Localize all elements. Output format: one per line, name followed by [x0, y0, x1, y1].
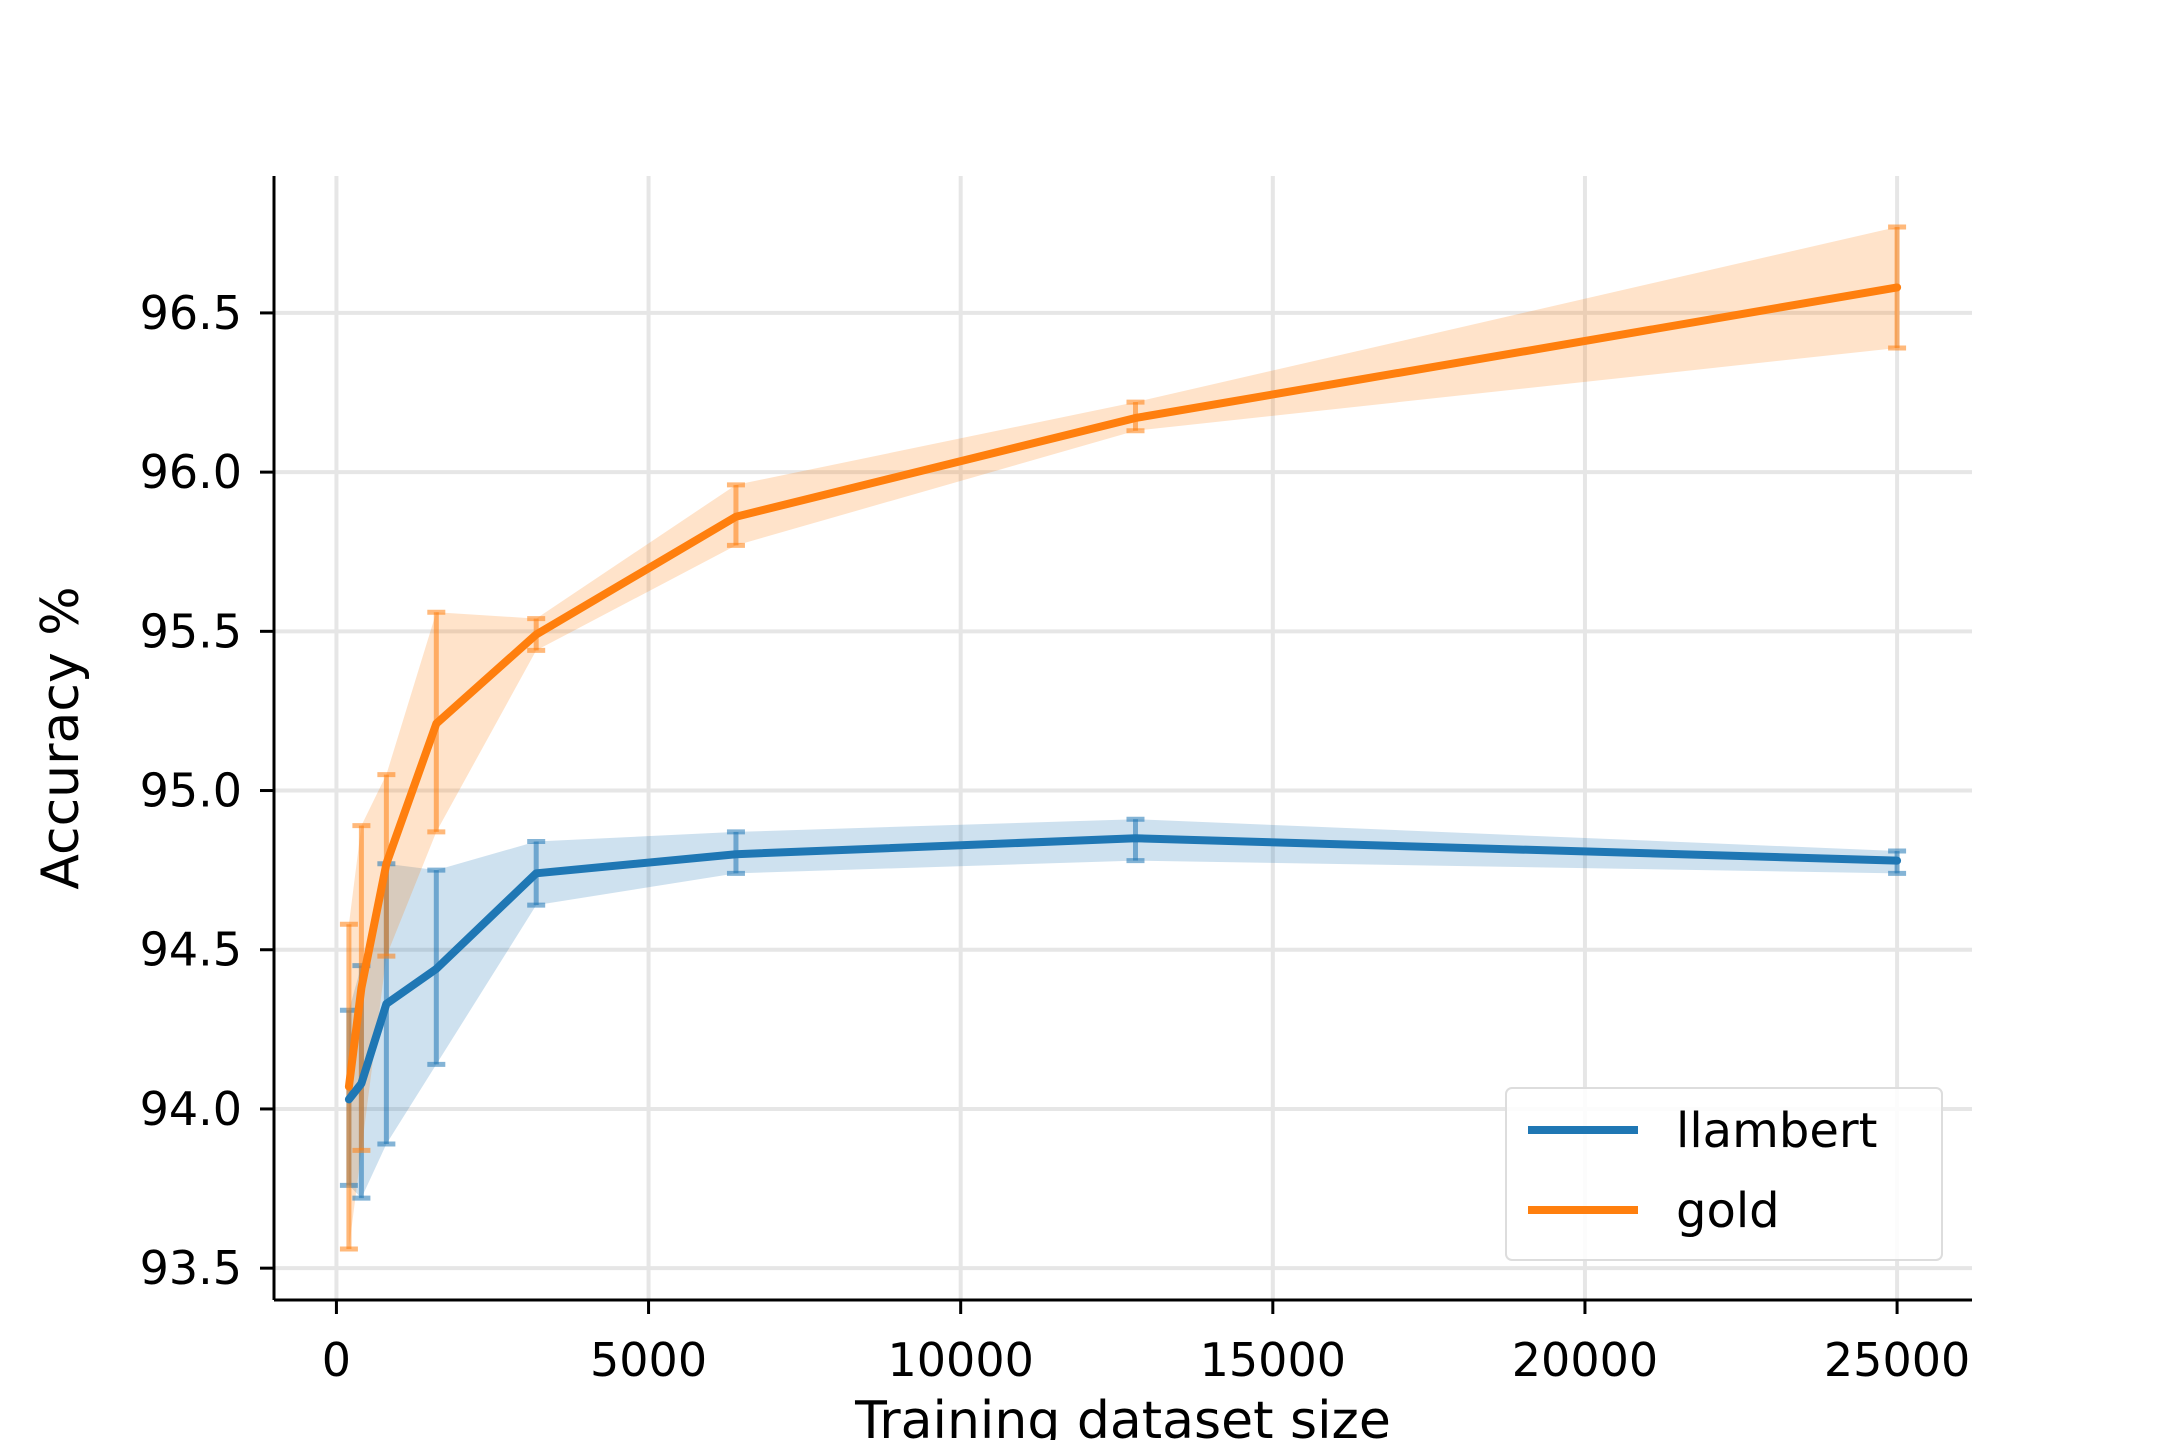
x-tick-label: 25000 — [1824, 1333, 1970, 1387]
y-axis-label: Accuracy % — [31, 586, 91, 889]
x-tick-label: 5000 — [590, 1333, 707, 1387]
legend-label-gold: gold — [1676, 1183, 1780, 1239]
series-line-llambert — [344, 834, 1902, 1104]
x-tick-label: 0 — [322, 1333, 351, 1387]
legend-label-llambert: llambert — [1676, 1103, 1877, 1159]
y-tick-label: 94.0 — [140, 1082, 242, 1136]
grid-lines — [274, 176, 1972, 1300]
y-tick-label: 95.5 — [140, 604, 242, 658]
y-tick-label: 96.0 — [140, 445, 242, 499]
series-lines — [344, 283, 1902, 1104]
tick-labels: 0 5000 10000 15000 20000 25000 93.5 94.0 94.5 95.… — [140, 286, 1971, 1387]
legend: llambert gold — [1505, 1087, 1943, 1261]
axes — [260, 176, 1972, 1314]
x-tick-label: 20000 — [1512, 1333, 1658, 1387]
confidence-band-gold — [348, 226, 1898, 1250]
x-tick-label: 10000 — [888, 1333, 1034, 1387]
y-tick-label: 94.5 — [140, 923, 242, 977]
series-line-gold — [344, 283, 1902, 1091]
y-tick-label: 95.0 — [140, 764, 242, 818]
x-tick-label: 15000 — [1200, 1333, 1346, 1387]
y-tick-label: 93.5 — [140, 1241, 242, 1295]
x-axis-label: Training dataset size — [854, 1391, 1391, 1440]
y-tick-label: 96.5 — [140, 286, 242, 340]
